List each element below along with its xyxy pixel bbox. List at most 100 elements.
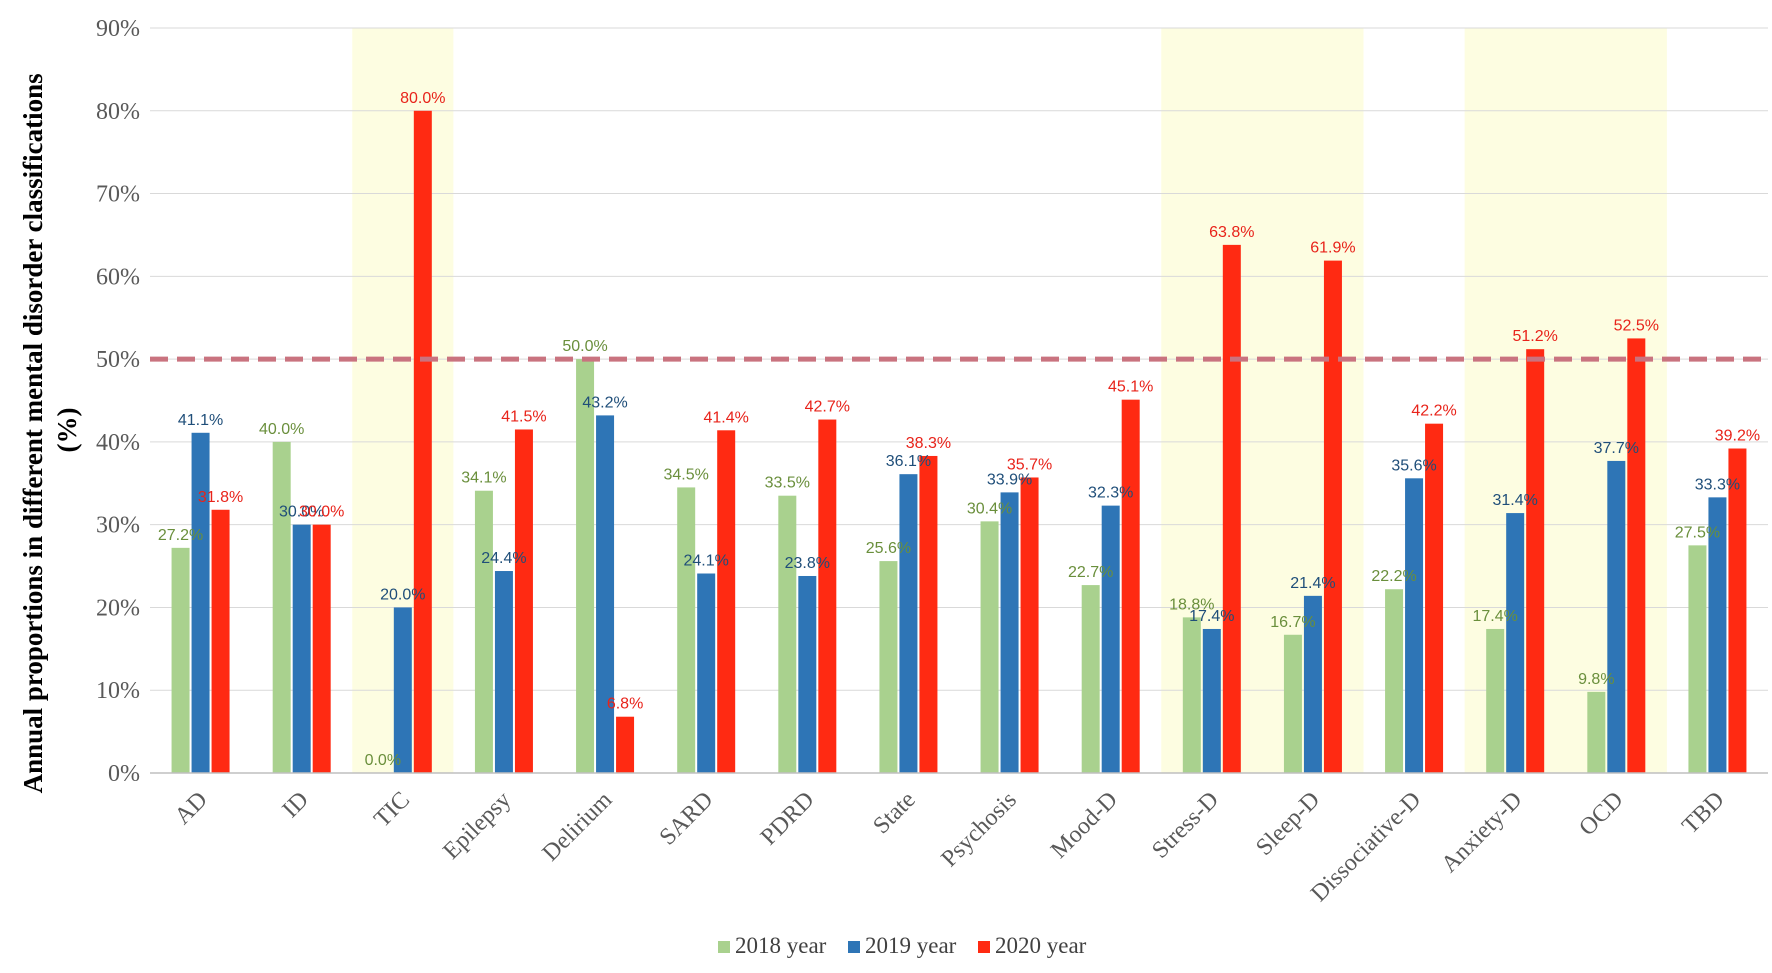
bar-2019-year (1506, 513, 1524, 773)
data-label: 40.0% (259, 421, 304, 438)
data-label: 41.4% (704, 409, 749, 426)
legend-label: 2018 year (735, 933, 827, 958)
bar-2020-year (1223, 245, 1241, 773)
y-tick-label: 30% (96, 513, 140, 539)
data-label: 34.5% (664, 466, 709, 483)
y-axis-title: Annual proportions in different mental d… (18, 67, 82, 794)
y-tick-label: 40% (96, 430, 140, 456)
bar-2019-year (394, 607, 412, 773)
bar-2019-year (293, 525, 311, 773)
bar-2019-year (798, 576, 816, 773)
data-label: 17.4% (1473, 608, 1518, 625)
x-tick-label: TBD (1677, 787, 1729, 839)
data-label: 39.2% (1715, 428, 1760, 445)
bar-2018-year (273, 442, 291, 773)
x-tick-label: ID (278, 787, 314, 823)
bar-2018-year (981, 521, 999, 773)
bar-2020-year (414, 111, 432, 773)
bar-2020-year (1627, 338, 1645, 773)
x-tick-label: Delirium (538, 787, 618, 867)
data-label: 32.3% (1088, 485, 1133, 502)
bar-2019-year (495, 571, 513, 773)
data-label: 34.1% (461, 470, 506, 487)
data-label: 27.5% (1675, 524, 1720, 541)
x-tick-label: Mood-D (1046, 787, 1123, 864)
x-tick-label: Epilepsy (438, 787, 516, 865)
bar-2018-year (1587, 692, 1605, 773)
data-label: 25.6% (866, 540, 911, 557)
bar-2020-year (1728, 449, 1746, 773)
bar-2018-year (1284, 635, 1302, 773)
data-label: 24.1% (684, 553, 729, 570)
bar-2019-year (192, 433, 210, 773)
bar-2018-year (475, 491, 493, 773)
data-label: 41.5% (501, 408, 546, 425)
bar-2020-year (919, 456, 937, 773)
bar-2020-year (818, 420, 836, 773)
data-label: 30.4% (967, 500, 1012, 517)
x-tick-label: AD (170, 787, 213, 830)
data-label: 27.2% (158, 527, 203, 544)
data-label: 33.9% (987, 471, 1032, 488)
bar-2018-year (1082, 585, 1100, 773)
data-label: 24.4% (481, 550, 526, 567)
data-label: 0.0% (365, 752, 401, 769)
data-label: 45.1% (1108, 379, 1153, 396)
data-label: 80.0% (400, 90, 445, 107)
data-label: 22.7% (1068, 564, 1113, 581)
bar-2018-year (1183, 617, 1201, 773)
y-axis-title-line-2: (%) (52, 408, 82, 453)
legend-label: 2020 year (995, 933, 1087, 958)
bar-2020-year (1122, 400, 1140, 773)
bar-2019-year (697, 574, 715, 773)
bar-2019-year (899, 474, 917, 773)
x-tick-label: OCD (1574, 787, 1628, 841)
bar-2019-year (1405, 478, 1423, 773)
bar-2020-year (212, 510, 230, 773)
data-label: 36.1% (886, 453, 931, 470)
chart: 27.2%41.1%31.8%40.0%30.0%30.0%0.0%20.0%8… (0, 0, 1772, 973)
data-label: 63.8% (1209, 224, 1254, 241)
y-axis-title-line-1: Annual proportions in different mental d… (18, 73, 48, 793)
data-label: 50.0% (562, 338, 607, 355)
x-tick-label: State (868, 787, 920, 839)
legend: 2018 year 2019 year 2020 year (718, 933, 1087, 958)
legend-swatch (978, 941, 990, 953)
bar-2018-year (172, 548, 190, 773)
bar-2018-year (879, 561, 897, 773)
bar-2018-year (1385, 589, 1403, 773)
data-label: 43.2% (582, 394, 627, 411)
bar-2020-year (1526, 349, 1544, 773)
bar-2018-year (576, 359, 594, 773)
y-tick-label: 10% (96, 678, 140, 704)
data-label: 22.2% (1371, 568, 1416, 585)
bar-2018-year (778, 496, 796, 773)
data-label: 33.3% (1695, 476, 1740, 493)
data-label: 23.8% (785, 555, 830, 572)
legend-swatch (848, 941, 860, 953)
bar-2018-year (1486, 629, 1504, 773)
x-tick-label: Psychosis (936, 787, 1021, 872)
data-label: 6.8% (607, 696, 643, 713)
legend-label: 2019 year (865, 933, 957, 958)
x-tick-label: SARD (655, 787, 719, 851)
data-label: 41.1% (178, 412, 223, 429)
y-tick-label: 60% (96, 264, 140, 290)
data-label: 37.7% (1594, 440, 1639, 457)
bar-2020-year (515, 429, 533, 773)
bar-2020-year (1425, 424, 1443, 773)
data-label: 42.2% (1411, 403, 1456, 420)
data-label: 9.8% (1578, 671, 1614, 688)
y-tick-label: 0% (108, 761, 140, 787)
bar-2018-year (677, 487, 695, 773)
bar-2019-year (596, 415, 614, 773)
data-label: 30.0% (299, 504, 344, 521)
x-tick-label: TIC (369, 787, 415, 833)
data-label: 33.5% (765, 475, 810, 492)
bar-2018-year (1688, 545, 1706, 773)
y-tick-label: 20% (96, 595, 140, 621)
data-label: 61.9% (1310, 240, 1355, 257)
data-label: 42.7% (805, 399, 850, 416)
y-tick-label: 50% (96, 347, 140, 373)
bar-2019-year (1203, 629, 1221, 773)
